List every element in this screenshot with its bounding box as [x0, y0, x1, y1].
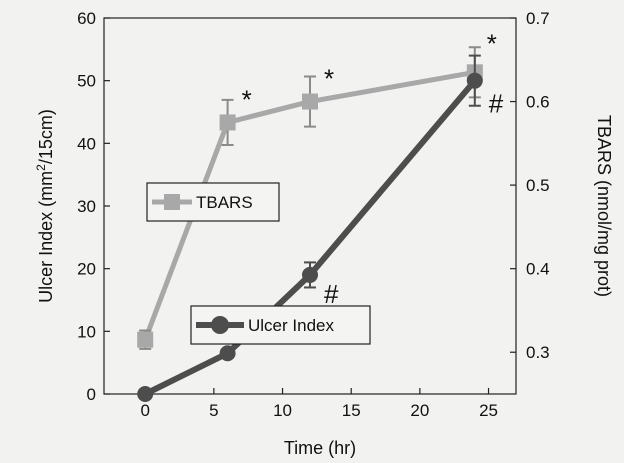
right-tick-label: 0.6 — [526, 93, 550, 112]
left-axis-title-main: Ulcer Index (mm — [36, 171, 56, 303]
left-tick-label: 30 — [77, 197, 96, 216]
tbars-point — [137, 331, 154, 348]
left-axis-title-tail: /15cm) — [36, 109, 56, 164]
ulcer-index-significance-label: # — [489, 89, 504, 119]
x-tick-label: 0 — [140, 401, 149, 420]
tbars-point — [219, 114, 236, 131]
ulcer-index-point — [302, 266, 318, 283]
ulcer-index-line — [143, 78, 478, 397]
right-axis-ticks: 0.3 0.4 0.5 0.6 0.7 — [510, 9, 550, 362]
tbars-point — [302, 93, 318, 110]
x-tick-label: 15 — [342, 401, 361, 420]
ulcer-index-point — [219, 345, 236, 362]
right-tick-label: 0.5 — [526, 176, 550, 195]
legend-ulcer-index: Ulcer Index — [190, 305, 371, 345]
tbars-significance-label: * — [487, 28, 497, 58]
left-tick-label: 50 — [77, 72, 96, 91]
legend-ulcer-label: Ulcer Index — [248, 316, 334, 335]
left-axis-title: Ulcer Index (mm2/15cm) — [34, 109, 56, 303]
x-tick-label: 25 — [479, 401, 498, 420]
ulcer-index-significance-label: # — [324, 279, 339, 309]
tbars-line — [142, 69, 476, 341]
x-axis-title: Time (hr) — [284, 438, 356, 458]
tbars-significance-label: * — [324, 64, 334, 94]
ulcer-index-point — [137, 386, 154, 402]
right-tick-label: 0.3 — [526, 343, 550, 362]
legend-tbars-square-marker — [164, 194, 180, 210]
tbars-significance-label: * — [242, 84, 252, 114]
x-tick-label: 10 — [273, 401, 292, 420]
left-tick-label: 10 — [77, 322, 96, 341]
left-axis-ticks: 0 10 20 30 40 50 60 — [77, 9, 110, 404]
x-tick-label: 5 — [209, 401, 218, 420]
right-tick-label: 0.4 — [526, 260, 550, 279]
legend-tbars-label: TBARS — [196, 193, 253, 212]
left-tick-label: 20 — [77, 260, 96, 279]
right-axis-title: TBARS (nmol/mg prot) — [594, 115, 614, 297]
x-axis-ticks: 0 5 10 15 20 25 — [140, 388, 498, 420]
left-tick-label: 40 — [77, 134, 96, 153]
left-axis-title-superscript: 2 — [34, 164, 48, 171]
ulcer-index-point — [466, 72, 483, 89]
left-tick-label: 60 — [77, 9, 96, 28]
left-tick-label: 0 — [87, 385, 96, 404]
legend-tbars: TBARS — [146, 182, 280, 222]
x-tick-label: 20 — [410, 401, 429, 420]
right-tick-label: 0.7 — [526, 9, 550, 28]
series-layer: * * * # # — [137, 28, 504, 402]
legend-ulcer-circle-marker — [211, 316, 229, 334]
